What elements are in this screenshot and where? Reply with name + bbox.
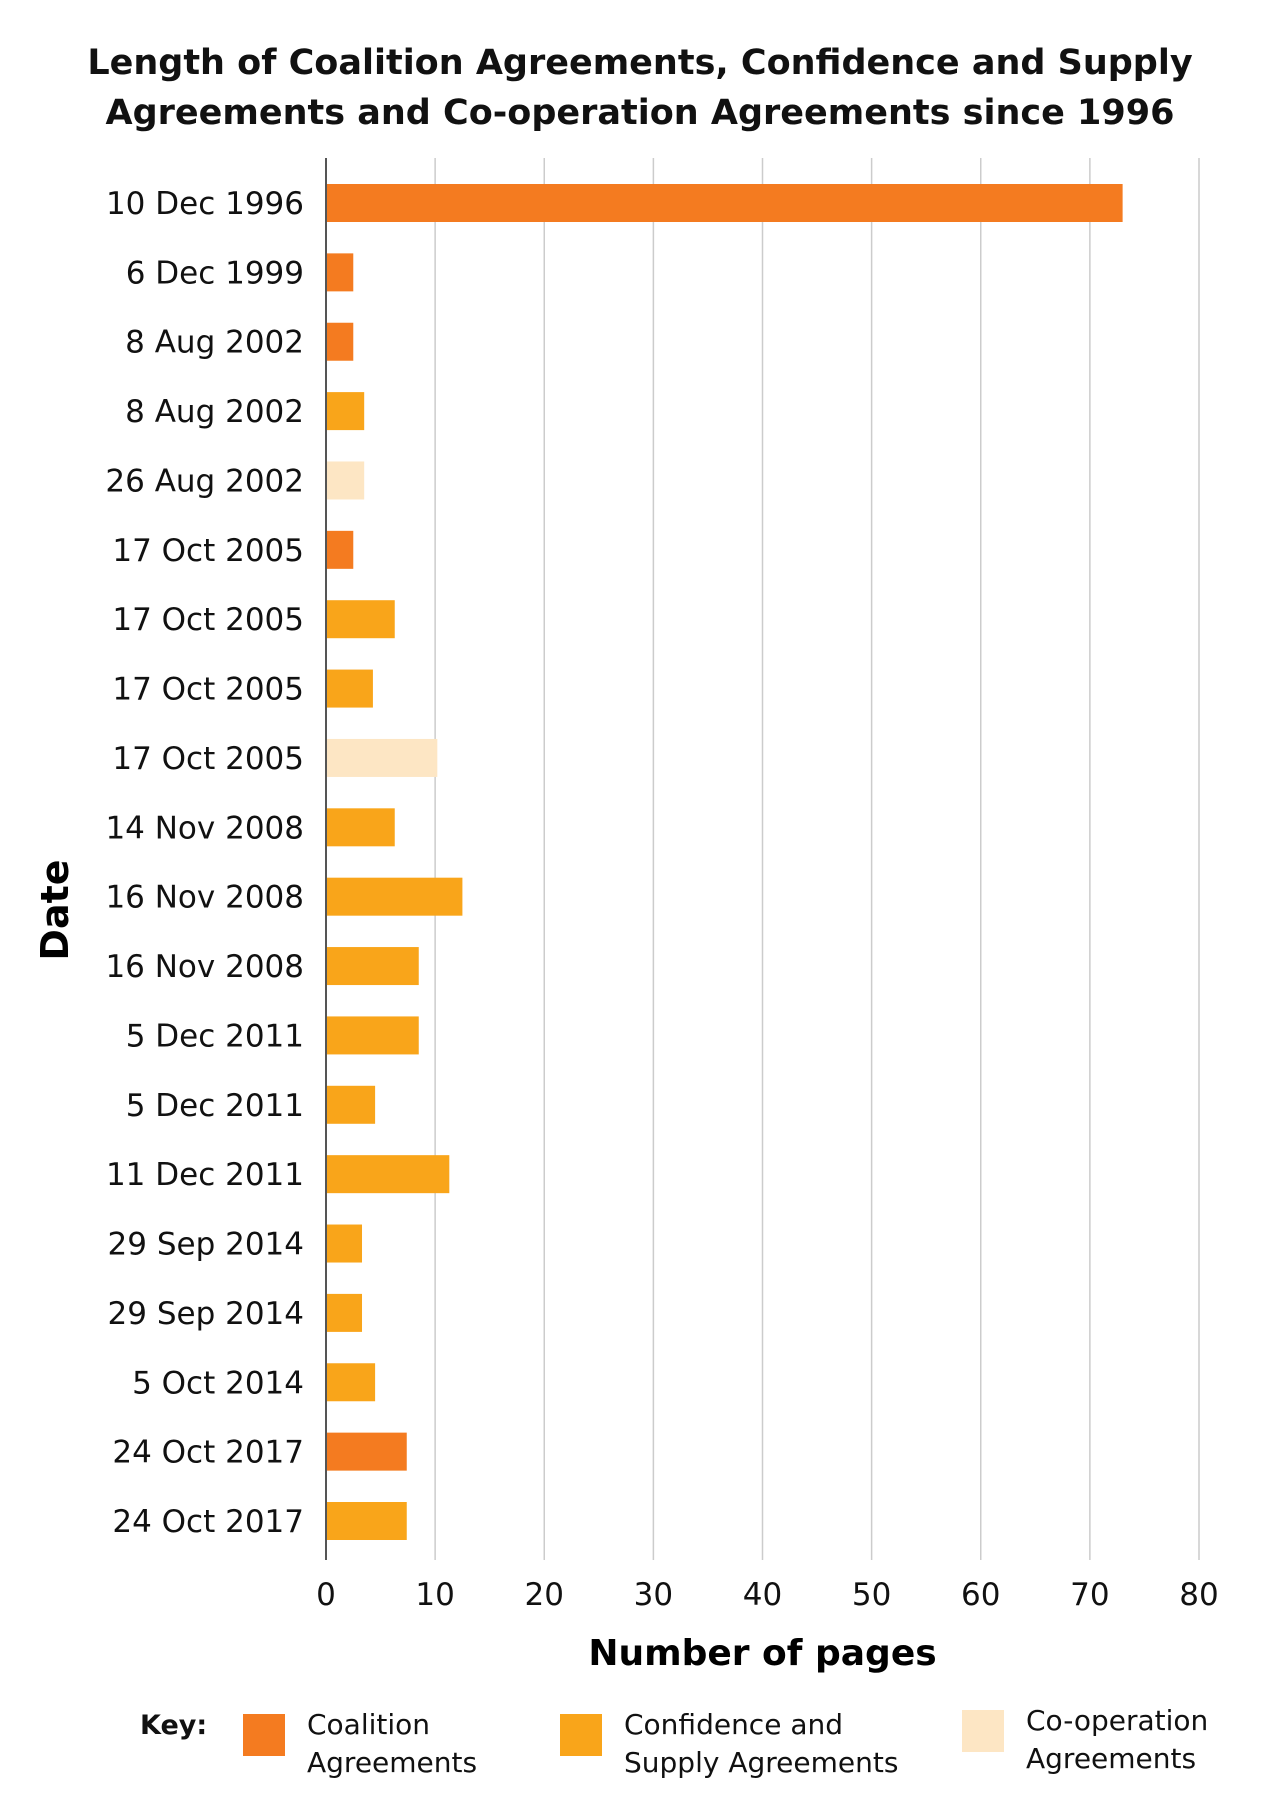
bar-20 xyxy=(326,1502,407,1540)
bar-18 xyxy=(326,1363,376,1402)
legend-label-coalition-1: Coalition xyxy=(307,1708,431,1741)
x-tick-label-50: 50 xyxy=(852,1577,891,1613)
bar-2 xyxy=(326,253,354,292)
y-tick-label-18: 5 Oct 2014 xyxy=(132,1365,304,1401)
bar-14 xyxy=(326,1085,376,1124)
bar-13 xyxy=(326,1016,419,1055)
y-tick-label-9: 17 Oct 2005 xyxy=(112,741,304,777)
y-tick-label-6: 17 Oct 2005 xyxy=(112,533,304,569)
bar-5 xyxy=(326,461,365,500)
bar-15 xyxy=(326,1155,450,1194)
bars xyxy=(326,184,1123,1540)
y-tick-label-7: 17 Oct 2005 xyxy=(112,602,304,638)
y-tick-label-11: 16 Nov 2008 xyxy=(105,880,304,916)
y-tick-label-17: 29 Sep 2014 xyxy=(108,1296,304,1332)
chart-title: Length of Coalition Agreements, Confiden… xyxy=(0,38,1280,138)
x-tick-label-60: 60 xyxy=(961,1577,1000,1613)
bar-7 xyxy=(326,600,395,639)
bar-19 xyxy=(326,1432,407,1471)
y-tick-label-14: 5 Dec 2011 xyxy=(126,1088,304,1124)
y-tick-label-12: 16 Nov 2008 xyxy=(105,949,304,985)
legend-item-cooperation: Co-operation Agreements xyxy=(962,1702,1280,1778)
legend-swatch-cooperation xyxy=(962,1710,1004,1752)
bar-16 xyxy=(326,1224,363,1263)
legend-label-confidence-2: Supply Agreements xyxy=(624,1746,899,1779)
bar-9 xyxy=(326,738,438,777)
y-tick-label-5: 26 Aug 2002 xyxy=(105,463,304,499)
legend-swatch-coalition xyxy=(243,1714,285,1756)
x-tick-label-70: 70 xyxy=(1070,1577,1109,1613)
x-tick-label-80: 80 xyxy=(1179,1577,1218,1613)
chart-title-line-2: Agreements and Co-operation Agreements s… xyxy=(105,93,1175,133)
x-tick-label-0: 0 xyxy=(316,1577,336,1613)
y-tick-label-20: 24 Oct 2017 xyxy=(112,1504,304,1540)
legend-label-cooperation-2: Agreements xyxy=(1026,1742,1197,1775)
y-tick-label-16: 29 Sep 2014 xyxy=(108,1227,304,1263)
y-tick-label-1: 10 Dec 1996 xyxy=(106,186,304,222)
x-tick-labels: 0 10 20 30 40 50 60 70 80 xyxy=(316,1577,1219,1613)
bar-8 xyxy=(326,669,373,708)
y-tick-label-8: 17 Oct 2005 xyxy=(112,672,304,708)
bar-11 xyxy=(326,877,463,916)
x-tick-label-40: 40 xyxy=(743,1577,782,1613)
legend-label-coalition-2: Agreements xyxy=(307,1746,478,1779)
y-tick-labels: 10 Dec 1996 6 Dec 1999 8 Aug 2002 8 Aug 200… xyxy=(105,186,304,1540)
legend-key-label: Key: xyxy=(140,1710,208,1741)
bar-10 xyxy=(326,808,395,847)
gridlines xyxy=(434,158,1200,1560)
legend-item-confidence: Confidence and Supply Agreements xyxy=(560,1706,924,1782)
legend-label-confidence-1: Confidence and xyxy=(624,1708,844,1741)
chart-title-line-1: Length of Coalition Agreements, Confiden… xyxy=(87,43,1193,83)
y-tick-label-13: 5 Dec 2011 xyxy=(126,1018,304,1054)
bar-4 xyxy=(326,392,365,431)
x-tick-label-30: 30 xyxy=(634,1577,673,1613)
legend-label-cooperation-1: Co-operation xyxy=(1026,1704,1209,1737)
y-axis-title: Date xyxy=(33,859,77,960)
x-tick-label-20: 20 xyxy=(525,1577,564,1613)
y-tick-label-19: 24 Oct 2017 xyxy=(112,1435,304,1471)
legend-swatch-confidence xyxy=(560,1714,602,1756)
x-tick-label-10: 10 xyxy=(415,1577,454,1613)
bar-3 xyxy=(326,322,354,361)
y-tick-label-4: 8 Aug 2002 xyxy=(125,394,304,430)
bar-1 xyxy=(326,184,1123,222)
bar-6 xyxy=(326,530,354,569)
y-tick-label-3: 8 Aug 2002 xyxy=(125,325,304,361)
y-tick-label-15: 11 Dec 2011 xyxy=(106,1157,304,1193)
y-tick-label-2: 6 Dec 1999 xyxy=(126,255,304,291)
legend-item-coalition: Coalition Agreements xyxy=(243,1706,607,1782)
y-tick-label-10: 14 Nov 2008 xyxy=(105,810,304,846)
x-axis-title: Number of pages xyxy=(588,1633,936,1674)
bar-17 xyxy=(326,1293,363,1332)
bar-chart: 10 Dec 1996 6 Dec 1999 8 Aug 2002 8 Aug 200… xyxy=(33,158,1219,1674)
bar-12 xyxy=(326,947,419,986)
